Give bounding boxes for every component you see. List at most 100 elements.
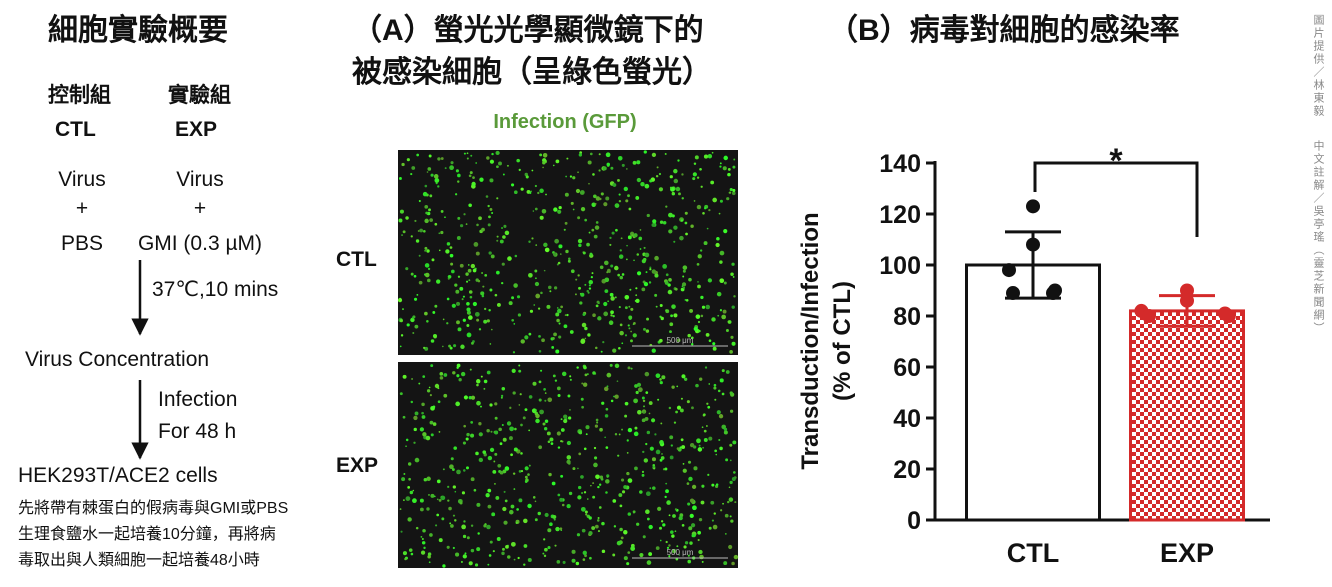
cell xyxy=(499,442,503,446)
cell xyxy=(635,298,640,303)
cell xyxy=(671,304,676,309)
cell xyxy=(584,326,588,331)
cell xyxy=(654,433,657,436)
cell xyxy=(421,411,424,415)
cell xyxy=(639,552,644,558)
cell xyxy=(692,177,696,181)
cell xyxy=(627,512,632,516)
cell xyxy=(710,180,715,185)
cell xyxy=(684,211,688,215)
cell xyxy=(538,334,541,338)
cell xyxy=(655,449,661,455)
cell xyxy=(581,322,587,328)
cell xyxy=(589,152,593,156)
cell xyxy=(657,506,662,511)
cell xyxy=(600,350,603,353)
cell xyxy=(667,289,673,295)
cell xyxy=(576,533,581,537)
cell xyxy=(460,344,465,349)
cell xyxy=(499,239,504,244)
cell xyxy=(643,281,649,287)
cell xyxy=(461,491,466,495)
cell xyxy=(715,483,719,486)
cell xyxy=(679,235,684,241)
cell xyxy=(489,403,493,407)
cell xyxy=(600,192,604,196)
cell xyxy=(703,429,707,433)
cell xyxy=(697,530,701,535)
cell xyxy=(516,295,521,299)
cell xyxy=(540,291,543,295)
cell xyxy=(508,509,514,515)
cell xyxy=(550,442,554,446)
cell xyxy=(438,232,441,235)
cell xyxy=(578,431,583,435)
cell xyxy=(621,163,625,167)
cell xyxy=(621,490,626,494)
cell xyxy=(614,363,620,369)
cell xyxy=(651,457,656,462)
cell xyxy=(513,323,516,325)
cell xyxy=(601,521,605,526)
cell xyxy=(687,460,692,464)
cell xyxy=(437,185,440,188)
cell xyxy=(715,453,718,456)
cell xyxy=(423,546,426,550)
cell xyxy=(682,269,686,273)
cell xyxy=(505,544,509,549)
cell xyxy=(703,154,709,159)
cell xyxy=(473,488,477,492)
cell xyxy=(410,235,413,238)
cell xyxy=(618,193,621,196)
cell xyxy=(646,213,650,218)
cell xyxy=(420,535,423,538)
cell xyxy=(535,293,541,299)
cell xyxy=(459,263,464,268)
cell xyxy=(629,288,632,291)
cell xyxy=(477,532,480,535)
cell xyxy=(731,561,735,566)
cell xyxy=(731,341,736,346)
cell xyxy=(665,205,668,208)
cell xyxy=(542,152,548,158)
cell xyxy=(665,489,669,494)
cell xyxy=(613,395,615,398)
cell xyxy=(641,259,646,264)
cell xyxy=(470,548,475,553)
cell xyxy=(548,472,552,477)
cell xyxy=(626,168,628,170)
cell xyxy=(537,191,540,195)
cell xyxy=(454,519,457,522)
cell xyxy=(402,230,406,234)
cell xyxy=(681,197,684,200)
cell xyxy=(439,372,444,376)
cell xyxy=(603,202,608,207)
cell xyxy=(447,485,450,488)
cell xyxy=(687,559,692,564)
cell xyxy=(434,177,440,183)
cell xyxy=(660,456,665,460)
cell xyxy=(584,283,587,286)
cell xyxy=(712,346,717,351)
cell xyxy=(700,295,704,300)
cell xyxy=(559,253,562,255)
cell xyxy=(641,287,646,292)
cell xyxy=(419,507,424,512)
cell xyxy=(523,518,528,524)
cell xyxy=(580,506,586,512)
cell xyxy=(402,308,404,311)
cell xyxy=(489,447,495,453)
cell xyxy=(486,319,490,323)
cell xyxy=(486,428,490,433)
cell xyxy=(644,252,650,258)
cell xyxy=(463,395,468,400)
cell xyxy=(513,283,518,288)
cell xyxy=(419,228,424,233)
step: 37℃,10 mins xyxy=(152,278,278,301)
cell xyxy=(719,309,723,312)
cell xyxy=(544,427,548,431)
scale-label: 500 μm xyxy=(667,548,694,557)
cell xyxy=(489,288,493,292)
cell xyxy=(543,269,546,272)
cell xyxy=(575,278,578,281)
